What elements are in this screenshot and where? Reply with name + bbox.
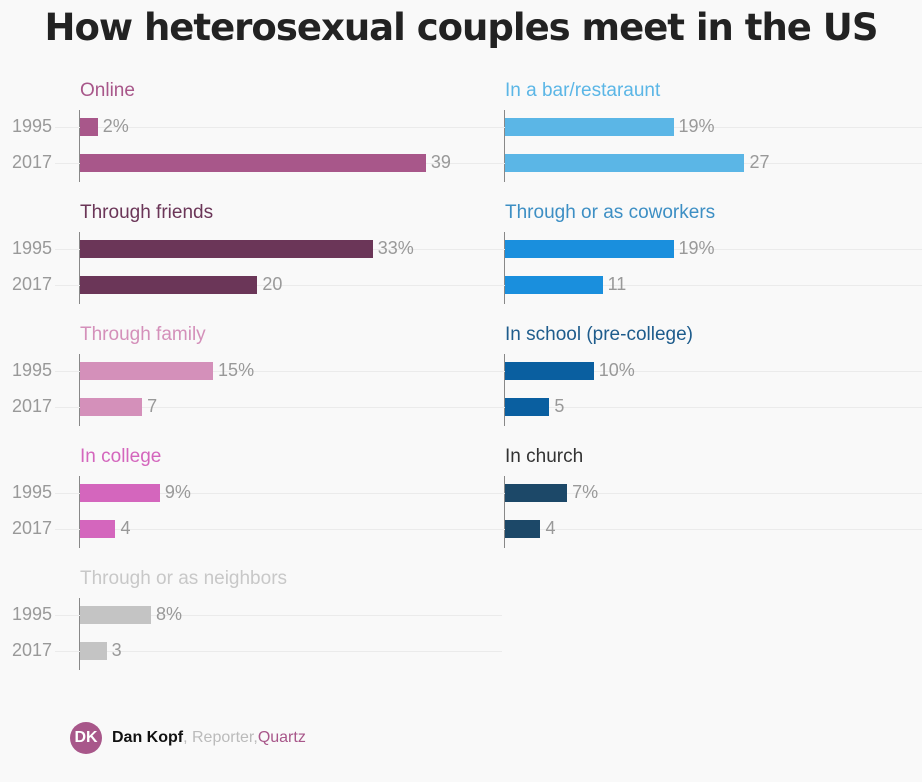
y-axis [504, 354, 505, 426]
value-label: 19% [678, 116, 715, 136]
value-label: 10% [598, 360, 635, 380]
avatar: DK [70, 722, 102, 754]
value-label: 2% [102, 116, 129, 136]
year-label: 1995 [11, 604, 52, 624]
author-role: , Reporter, [183, 729, 258, 746]
gridline [480, 249, 922, 250]
y-axis [79, 232, 80, 304]
bar-1995 [80, 118, 98, 136]
bar-2017 [505, 276, 603, 294]
y-axis [79, 476, 80, 548]
bar-2017 [80, 276, 258, 294]
gridline [55, 651, 502, 652]
value-label: 15% [218, 360, 255, 380]
panel-title: In college [80, 446, 162, 467]
bar-1995 [80, 362, 214, 380]
panel-title: Through friends [80, 202, 214, 223]
bar-2017 [80, 154, 426, 172]
year-label: 1995 [11, 116, 52, 136]
gridline [55, 371, 502, 372]
bar-2017 [80, 520, 116, 538]
y-axis [504, 476, 505, 548]
gridline [480, 371, 922, 372]
bar-1995 [80, 606, 151, 624]
year-label: 2017 [11, 396, 52, 416]
value-label: 7 [147, 396, 158, 416]
gridline [55, 127, 502, 128]
author-org[interactable]: Quartz [257, 729, 306, 746]
panel-title: Online [80, 80, 135, 101]
year-label: 1995 [11, 482, 52, 502]
value-label: 4 [545, 518, 556, 538]
panel-title: In church [505, 446, 584, 467]
gridline [55, 407, 502, 408]
bar-1995 [505, 118, 674, 136]
bar-2017 [505, 398, 550, 416]
value-label: 11 [607, 274, 627, 294]
value-label: 7% [572, 482, 599, 502]
gridline [55, 615, 502, 616]
bar-1995 [505, 362, 594, 380]
value-label: 9% [164, 482, 191, 502]
panel-title: Through or as neighbors [80, 568, 288, 589]
bar-2017 [80, 642, 107, 660]
panel-title: In school (pre-college) [505, 324, 693, 345]
year-label: 1995 [11, 238, 52, 258]
byline: DK Dan Kopf , Reporter, Quartz [70, 722, 306, 754]
value-label: 8% [155, 604, 182, 624]
gridline [480, 529, 922, 530]
value-label: 3 [111, 640, 122, 660]
bar-1995 [505, 240, 674, 258]
bar-1995 [80, 240, 373, 258]
gridline [55, 285, 502, 286]
value-label: 33% [377, 238, 414, 258]
value-label: 20 [262, 274, 283, 294]
gridline [480, 285, 922, 286]
panel-title: In a bar/restaraunt [505, 80, 661, 101]
gridline [480, 493, 922, 494]
year-label: 2017 [11, 152, 52, 172]
value-label: 4 [120, 518, 131, 538]
value-label: 5 [554, 396, 565, 416]
gridline [480, 127, 922, 128]
gridline [55, 529, 502, 530]
year-label: 1995 [11, 360, 52, 380]
bar-1995 [80, 484, 160, 502]
y-axis [504, 110, 505, 182]
year-label: 2017 [11, 274, 52, 294]
y-axis [79, 354, 80, 426]
gridline [55, 493, 502, 494]
year-label: 2017 [11, 640, 52, 660]
y-axis [79, 110, 80, 182]
y-axis [504, 232, 505, 304]
author-name[interactable]: Dan Kopf [112, 729, 184, 746]
gridline [480, 407, 922, 408]
bar-1995 [505, 484, 568, 502]
panel-title: Through family [80, 324, 206, 345]
bar-2017 [80, 398, 143, 416]
value-label: 39 [430, 152, 451, 172]
year-label: 2017 [11, 518, 52, 538]
panel-title: Through or as coworkers [505, 202, 716, 223]
bar-2017 [505, 154, 745, 172]
y-axis [79, 598, 80, 670]
chart-title: How heterosexual couples meet in the US [44, 6, 879, 49]
value-label: 27 [749, 152, 770, 172]
value-label: 19% [678, 238, 715, 258]
bar-2017 [505, 520, 541, 538]
